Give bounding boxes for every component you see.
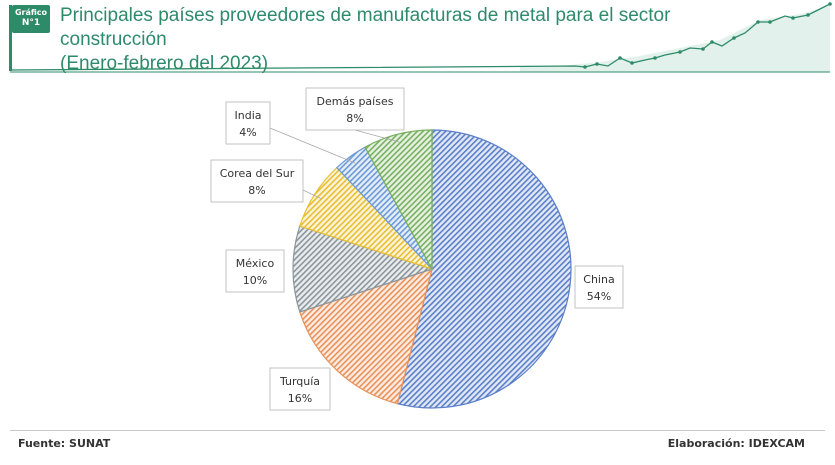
label-box: [305, 87, 405, 131]
leader-line: [354, 129, 400, 143]
header-decoration: [9, 2, 832, 73]
slice-label-value: 8%: [248, 184, 265, 197]
badge-line1: Gráfico: [14, 8, 48, 17]
elaboration-note: Elaboración: IDEXCAM: [667, 437, 805, 450]
label-box: [225, 249, 285, 293]
slice-label-value: 4%: [239, 126, 256, 139]
label-box: [574, 265, 624, 309]
pie-slice-demás-países: [364, 129, 433, 270]
label-box: [225, 101, 271, 145]
badge-stem: [9, 5, 12, 71]
slice-label-value: 16%: [288, 392, 312, 405]
pie-slice-china: [396, 129, 572, 409]
slice-label-value: 8%: [346, 112, 363, 125]
label-box: [269, 367, 331, 411]
badge-line2: N°1: [21, 18, 41, 28]
leader-line: [302, 189, 322, 200]
chart-title-line1: Principales países proveedores de manufa…: [60, 5, 671, 50]
chart-title-line2: (Enero-febrero del 2023): [60, 53, 269, 74]
chart-title: Principales países proveedores de manufa…: [60, 4, 780, 76]
leader-line: [269, 127, 356, 164]
pie-chart: China 54% Turquía 16% México 10% Corea del Sur…: [210, 87, 624, 411]
slice-label-name: Turquía: [279, 375, 320, 388]
source-note: Fuente: SUNAT: [18, 437, 111, 450]
slice-label-name: China: [583, 273, 614, 286]
chart-header: Gráfico N°1 Principales países proveedor…: [0, 0, 835, 78]
slice-label-name: México: [236, 257, 275, 270]
slice-label-name: Corea del Sur: [220, 167, 295, 180]
slice-label-value: 54%: [587, 290, 611, 303]
chart-number-badge: Gráfico N°1: [12, 5, 50, 33]
pie-slices: [292, 129, 572, 409]
footer-divider: [10, 430, 825, 431]
pie-slice-turquía: [299, 268, 433, 405]
leader-lines: [269, 127, 400, 200]
slice-label-name: Demás países: [317, 95, 394, 108]
label-box: [210, 159, 304, 203]
slice-labels: China 54% Turquía 16% México 10% Corea del Sur…: [210, 87, 624, 411]
pie-slice-méxico: [292, 225, 434, 313]
slice-label-name: India: [235, 109, 262, 122]
slice-label-value: 10%: [243, 274, 267, 287]
